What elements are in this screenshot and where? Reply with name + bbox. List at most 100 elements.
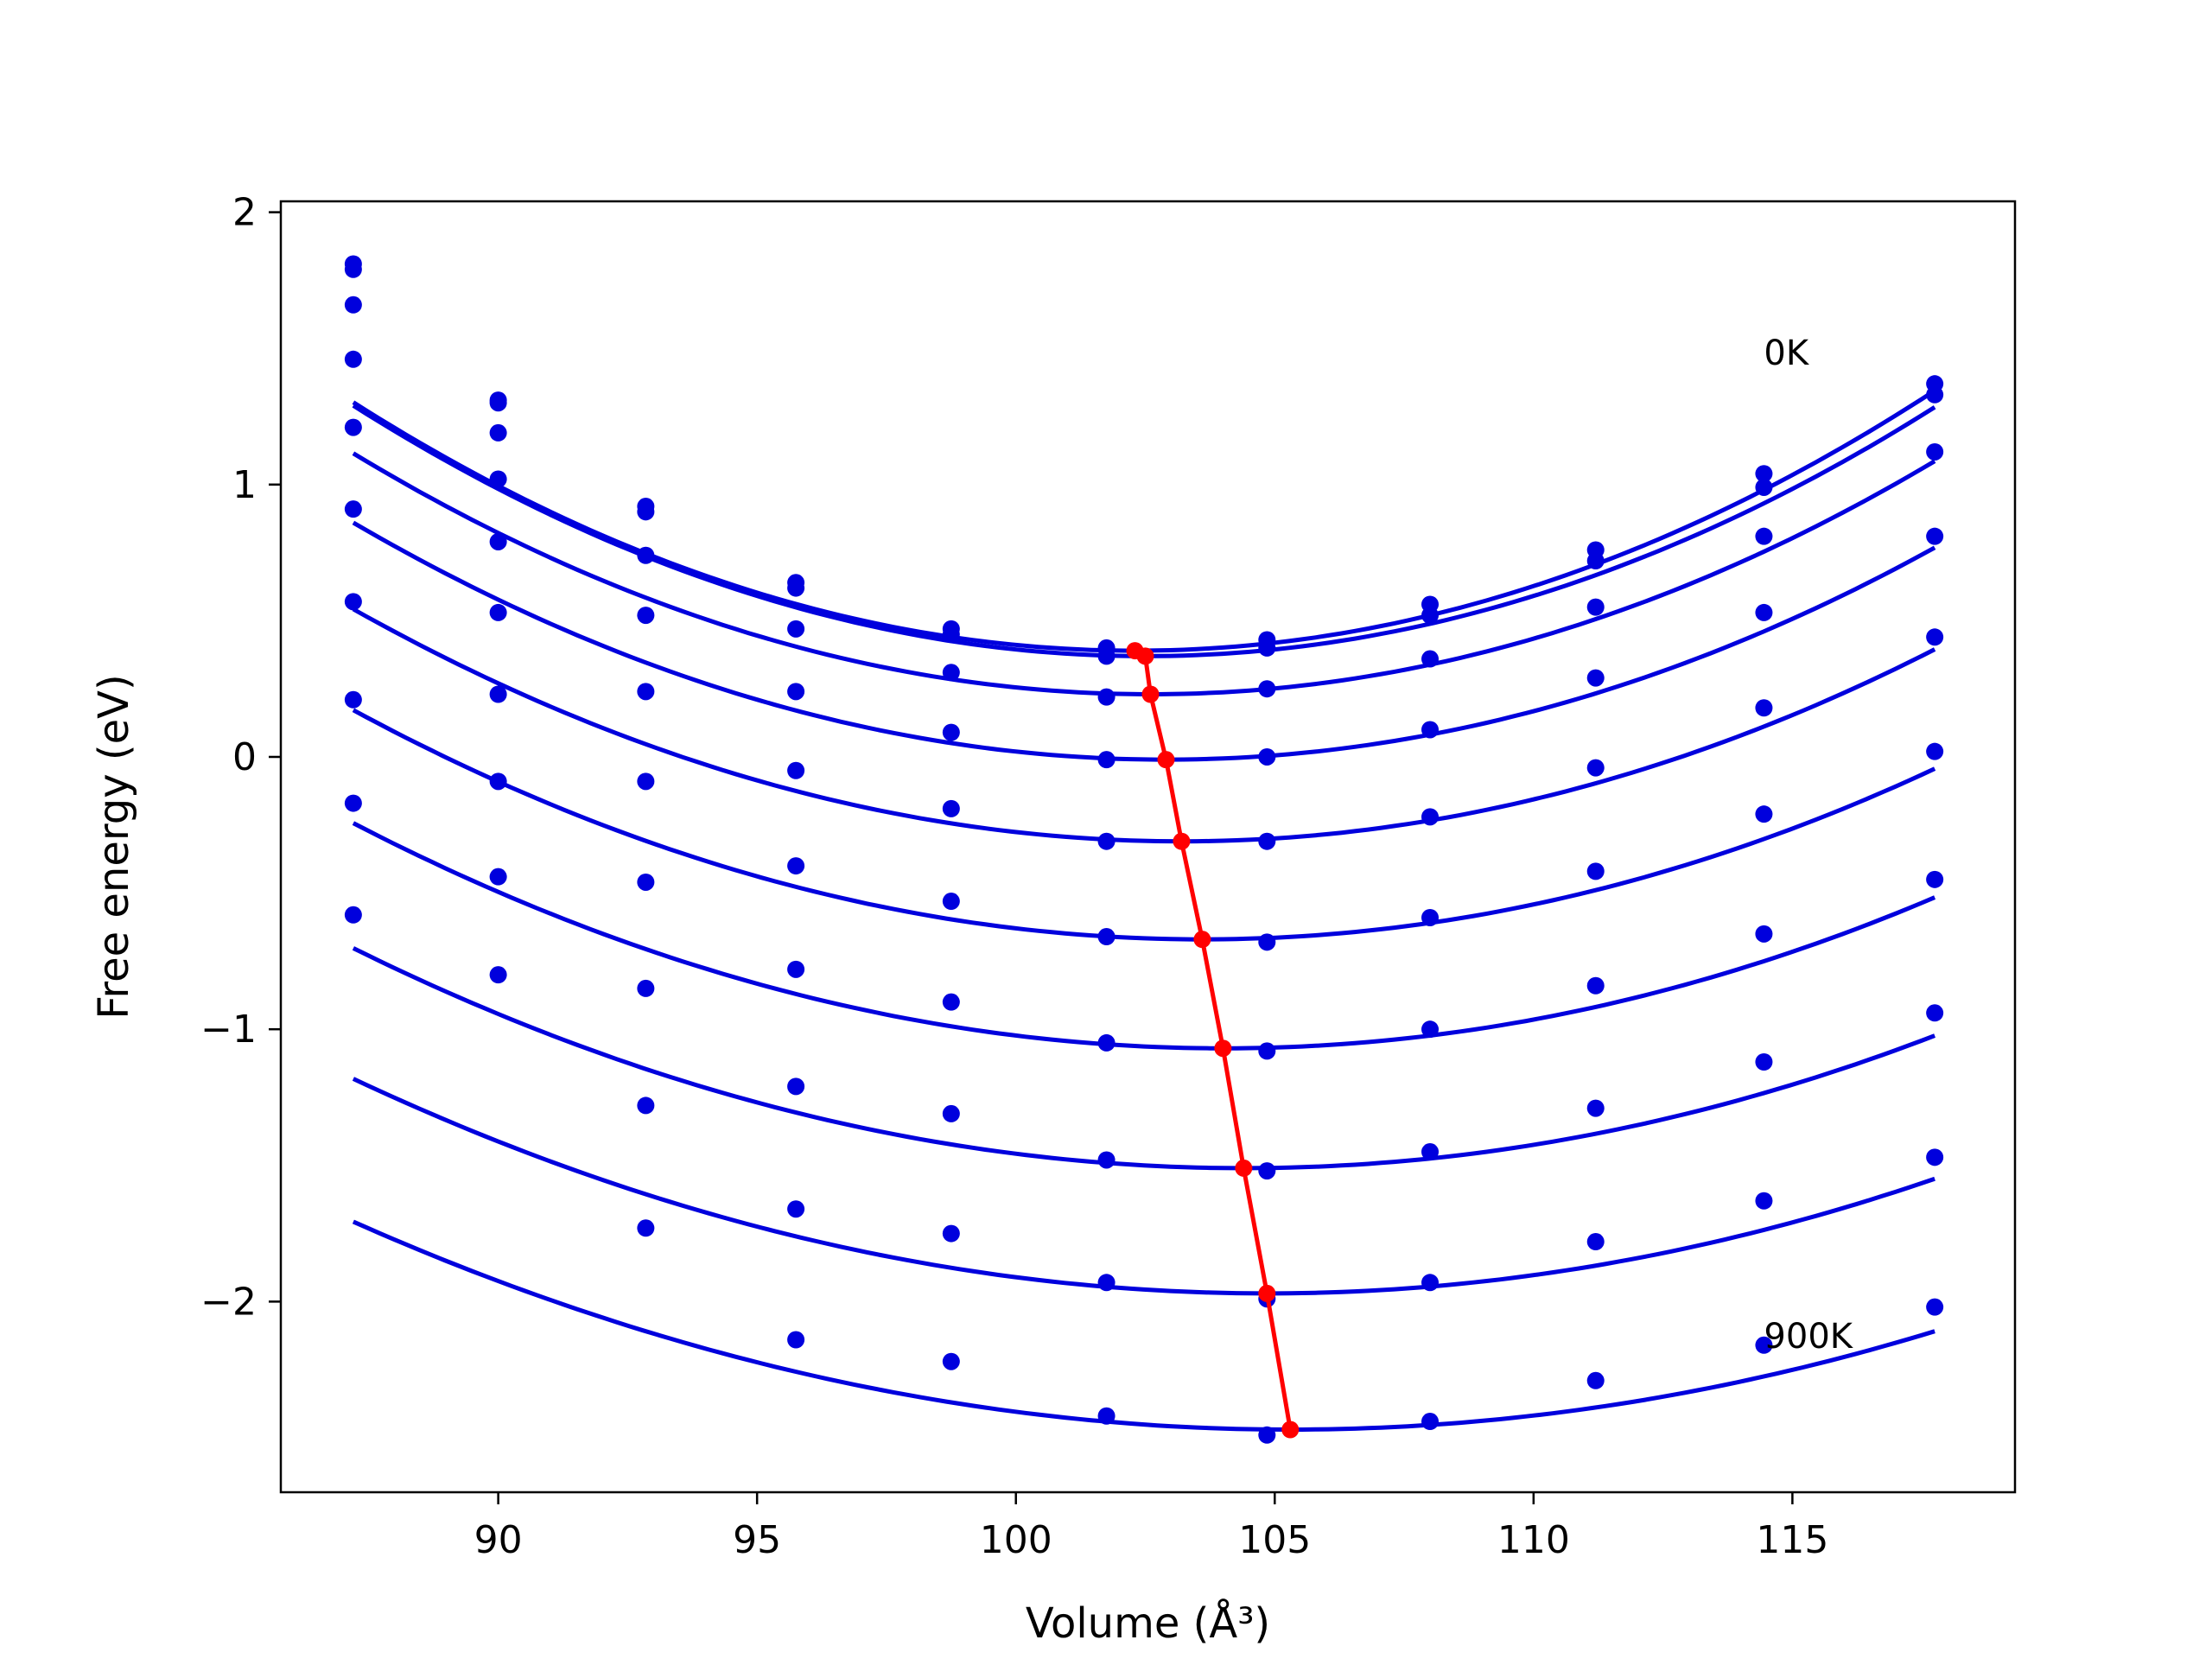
data-point [942,1224,960,1243]
data-point [1926,628,1944,646]
annotation-0: 0K [1764,334,1809,373]
tick-layer: 90 95 100 105 110 115 −2 −1 0 1 2 [200,191,1828,1562]
data-point [1258,1426,1276,1444]
x-tick-label: 100 [980,1518,1052,1562]
data-point [1097,1274,1116,1292]
data-point [942,723,960,741]
data-point [1755,603,1773,621]
data-point [1097,928,1116,946]
data-point [942,893,960,911]
data-point [1421,721,1440,739]
data-point [1097,1407,1116,1425]
plot-frame [279,200,2017,1494]
data-point [1586,976,1605,995]
minimum-point [1281,1421,1300,1439]
data-point [1586,1099,1605,1117]
minimum-point [1173,832,1191,850]
x-tick-label: 110 [1497,1518,1570,1562]
data-point [787,620,805,638]
data-point [1755,1336,1773,1354]
fit-curve [352,520,1936,762]
data-point [1258,747,1276,766]
data-point [1421,1020,1440,1039]
data-point [489,603,507,621]
data-point [787,683,805,701]
minimum-path-layer [1126,642,1300,1439]
data-point [637,1096,655,1115]
data-point [787,761,805,779]
data-point [942,799,960,817]
minimum-point [1157,751,1175,769]
data-point [489,685,507,703]
data-point [344,260,362,278]
data-point [1755,465,1773,483]
minimum-point [1235,1159,1253,1177]
data-point [787,1077,805,1096]
data-point [1755,1053,1773,1071]
data-point [344,690,362,709]
fit-curve [352,1077,1936,1296]
data-point [1586,1233,1605,1251]
data-point [1926,385,1944,404]
data-point [1926,442,1944,461]
y-tick-label: 0 [232,735,257,779]
y-tick-label: −1 [200,1007,257,1052]
data-point [1755,1192,1773,1210]
fit-curve [352,946,1936,1171]
data-point [1586,552,1605,570]
data-point [1926,1148,1944,1166]
data-point [637,1219,655,1237]
minimum-point [1214,1039,1232,1058]
data-point [942,626,960,644]
data-point [489,394,507,412]
data-point [1097,647,1116,665]
data-point [637,607,655,625]
data-point [637,683,655,701]
data-point [1421,607,1440,625]
data-point [787,1331,805,1349]
data-point [637,503,655,521]
data-point [1421,1143,1440,1161]
data-point [1421,808,1440,826]
data-point [942,664,960,682]
data-point [1586,862,1605,880]
series-6 [344,593,1944,1060]
data-point [787,1200,805,1218]
fit-curve [352,1219,1936,1432]
data-point [1258,1162,1276,1180]
data-point [942,1104,960,1122]
data-point [637,546,655,564]
data-point [1926,870,1944,888]
data-point [1586,598,1605,616]
data-point [1926,1004,1944,1022]
data-point [344,418,362,436]
data-point [1421,1274,1440,1292]
data-point [1258,933,1276,951]
data-point [787,960,805,978]
data-point [344,296,362,314]
data-point [637,979,655,997]
data-point [1755,478,1773,496]
data-point [942,993,960,1011]
data-point [1586,669,1605,687]
data-point [787,857,805,875]
data-point [1097,1151,1116,1169]
x-tick-label: 90 [474,1518,523,1562]
data-point [489,532,507,550]
fit-curve [352,708,1936,942]
data-point [1097,688,1116,706]
data-point [1926,1298,1944,1316]
data-point [637,772,655,791]
annotation-1: 900K [1764,1317,1853,1357]
fit-curve [352,607,1936,844]
data-point [942,1352,960,1370]
data-point [1258,639,1276,657]
x-tick-label: 95 [733,1518,781,1562]
series-9 [344,906,1944,1444]
annotation-layer: 0K 900K [1764,334,1853,1357]
data-point [1755,699,1773,717]
data-point [344,906,362,924]
series-7 [344,690,1944,1180]
data-point [489,423,507,442]
